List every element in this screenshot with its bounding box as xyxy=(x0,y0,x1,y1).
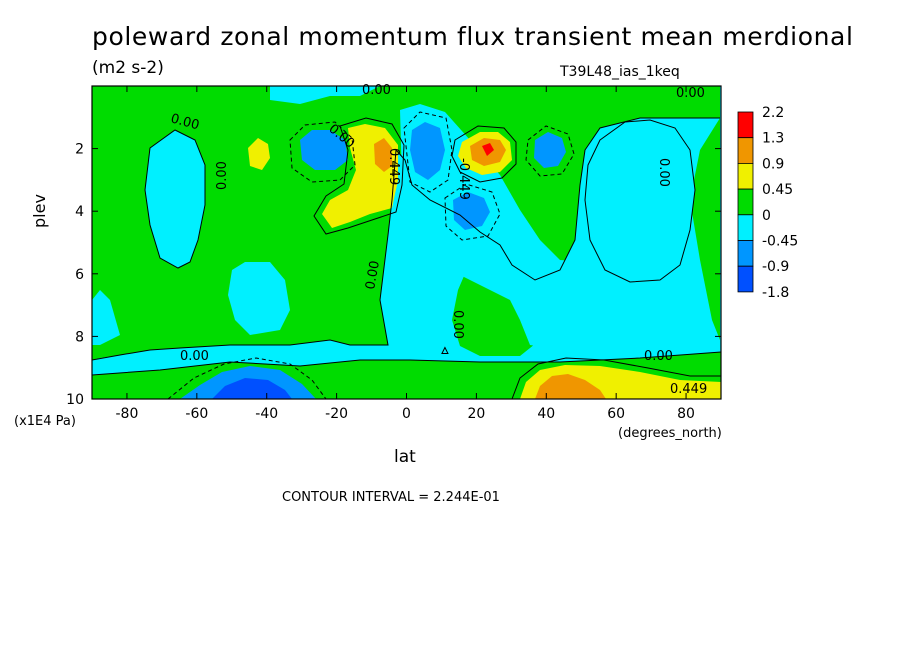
colorbar-level-label: 2.2 xyxy=(762,105,784,121)
y-axis: 2 4 6 8 10 xyxy=(66,142,721,408)
zero-contour-2 xyxy=(144,129,206,269)
fill-red-nh-upper xyxy=(482,143,494,156)
fill-blue-nh-mid xyxy=(453,192,490,230)
colorbar-swatch xyxy=(737,214,754,241)
x-axis: -80 -60 -40 -20 0 20 40 60 80 xyxy=(116,86,695,422)
contour-label: 0.00 xyxy=(169,111,201,133)
contour-label: 0.449 xyxy=(386,148,401,185)
pos-contour-3 xyxy=(511,357,721,399)
x-tick-label: 60 xyxy=(607,406,625,422)
x-axis-units: (degrees_north) xyxy=(618,426,722,441)
run-id-label: T39L48_ias_1keq xyxy=(560,64,680,80)
zero-contour-3 xyxy=(584,119,696,283)
x-tick-label: 20 xyxy=(467,406,485,422)
x-tick-label: -40 xyxy=(255,406,278,422)
marker-triangle xyxy=(441,346,449,354)
fill-orange-nh-surface xyxy=(535,374,606,399)
x-tick-label: -80 xyxy=(116,406,139,422)
fill-cyan-right-island xyxy=(585,120,695,282)
contour-label: -0.449 xyxy=(456,158,471,200)
fill-cyan-center-right xyxy=(400,104,605,350)
fill-yellow-left-spot xyxy=(248,138,270,170)
x-tick-label: 40 xyxy=(537,406,555,422)
x-axis-label: lat xyxy=(394,447,416,467)
contour-lines xyxy=(92,111,721,399)
colorbar-level-label: 0 xyxy=(762,208,771,224)
pos-contour-2 xyxy=(451,125,517,183)
fill-cyan-left-island xyxy=(145,130,205,268)
fill-orange-sh xyxy=(374,138,392,172)
y-tick-label: 6 xyxy=(75,267,84,283)
fill-darkblue-sh-surface xyxy=(212,378,292,399)
contour-label: 0.00 xyxy=(676,86,705,101)
chart-title: poleward zonal momentum flux transient m… xyxy=(92,22,854,51)
fill-blue-sh-upper xyxy=(300,130,348,170)
y-tick-label: 10 xyxy=(66,392,84,408)
colorbar-swatch xyxy=(737,111,754,139)
colorbar-swatch xyxy=(737,188,754,216)
neg-contour-5 xyxy=(167,357,327,399)
x-tick-label: 80 xyxy=(677,406,695,422)
fill-cyan-left-lower xyxy=(92,290,120,345)
colorbar-level-label: -1.8 xyxy=(762,285,789,301)
colorbar-swatch xyxy=(737,240,754,267)
contour-label: 0.00 xyxy=(362,83,391,98)
y-tick-label: 8 xyxy=(75,329,84,345)
pos-contour-1 xyxy=(313,117,405,235)
colorbar-level-label: 1.3 xyxy=(762,131,784,147)
contour-label: 0.00 xyxy=(215,161,230,190)
contour-label: 0.449 xyxy=(670,382,707,397)
contour-interval-note: CONTOUR INTERVAL = 2.244E-01 xyxy=(282,490,500,505)
colorbar-level-label: -0.9 xyxy=(762,259,789,275)
fill-cyan-middle-lower xyxy=(228,262,290,335)
neg-contour-1 xyxy=(289,121,356,183)
colorbar-level-label: 0.9 xyxy=(762,156,784,172)
neg-contour-4 xyxy=(525,125,575,177)
colorbar: 2.2 1.3 0.9 0.45 0 -0.45 -0.9 -1.8 xyxy=(737,105,798,301)
fill-blue-nh-upper xyxy=(534,132,566,168)
contour-label: 0.00 xyxy=(450,310,465,339)
contour-label: 0.00 xyxy=(644,349,673,364)
colorbar-swatch xyxy=(737,137,754,164)
contour-label: 0.00 xyxy=(363,260,383,291)
y-tick-label: 4 xyxy=(75,204,84,220)
neg-contour-3 xyxy=(444,183,501,241)
fill-blue-eq xyxy=(410,122,445,180)
colorbar-swatch xyxy=(737,265,754,293)
fill-green-right-strip xyxy=(690,118,720,340)
x-tick-label: -60 xyxy=(185,406,208,422)
x-tick-label: 0 xyxy=(402,406,411,422)
x-tick-label: -20 xyxy=(325,406,348,422)
contour-label: 0.00 xyxy=(180,349,209,364)
colorbar-swatch xyxy=(737,162,754,190)
zero-contour-1 xyxy=(92,117,720,361)
y-axis-units: (x1E4 Pa) xyxy=(14,414,76,429)
y-tick-label: 2 xyxy=(75,142,84,158)
units-label: (m2 s-2) xyxy=(92,58,164,78)
contour-label: 0.00 xyxy=(656,158,671,187)
colorbar-level-label: 0.45 xyxy=(762,182,793,198)
colorbar-level-label: -0.45 xyxy=(762,234,798,250)
